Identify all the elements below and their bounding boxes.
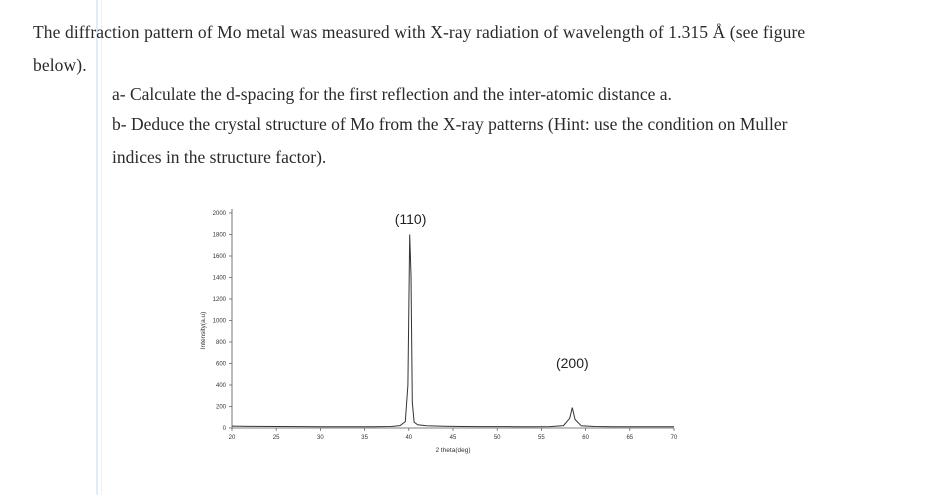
problem-intro-line2: below).: [33, 55, 87, 75]
x-tick-label: 55: [538, 435, 545, 441]
x-tick-label: 35: [361, 435, 368, 441]
y-tick-label: 1600: [213, 254, 227, 260]
peak-label: (200): [556, 355, 589, 371]
x-tick-label: 60: [582, 435, 589, 441]
y-tick-label: 200: [216, 405, 227, 411]
page-margin-line-secondary: [101, 0, 102, 495]
y-tick-label: 800: [216, 340, 227, 346]
chart-annotations: (110) (200): [395, 211, 589, 371]
y-tick-label: 1800: [213, 233, 227, 239]
x-tick-label: 20: [229, 435, 236, 441]
y-tick-label: 400: [216, 383, 227, 389]
xrd-pattern-line: [231, 234, 674, 428]
x-tick-label: 45: [450, 435, 457, 441]
chart-axes: [231, 209, 674, 429]
y-tick-label: 1400: [213, 276, 227, 282]
x-axis-title: 2 theta(deg): [435, 447, 470, 454]
y-tick-label: 2000: [213, 211, 227, 217]
x-tick-label: 50: [494, 435, 501, 441]
question-b: b- Deduce the crystal structure of Mo fr…: [112, 114, 788, 134]
question-b-continued: indices in the structure factor).: [112, 147, 327, 167]
y-tick-label: 600: [216, 362, 227, 368]
x-tick-label: 40: [405, 435, 412, 441]
question-a: a- Calculate the d-spacing for the first…: [112, 84, 672, 104]
x-tick-label: 25: [273, 435, 280, 441]
y-tick-label: 0: [223, 426, 227, 432]
page-margin-line: [96, 0, 98, 495]
peak-label: (110): [395, 211, 427, 227]
problem-intro: The diffraction pattern of Mo metal was …: [33, 16, 903, 82]
x-tick-label: 30: [317, 435, 324, 441]
y-tick-label: 1000: [213, 319, 227, 325]
chart-ticks: 20 25 30 35 40 45 50 55 60 65 70 0 200 400 600 800 1000 1…: [213, 211, 678, 441]
xrd-chart: 20 25 30 35 40 45 50 55 60 65 70 0 200 400 600 800 1000 1…: [200, 209, 678, 454]
problem-intro-line1: The diffraction pattern of Mo metal was …: [33, 22, 806, 42]
y-tick-label: 1200: [213, 297, 227, 303]
y-axis-title: Intensity(a.u): [200, 312, 207, 350]
x-tick-label: 65: [626, 435, 633, 441]
x-tick-label: 70: [671, 435, 678, 441]
